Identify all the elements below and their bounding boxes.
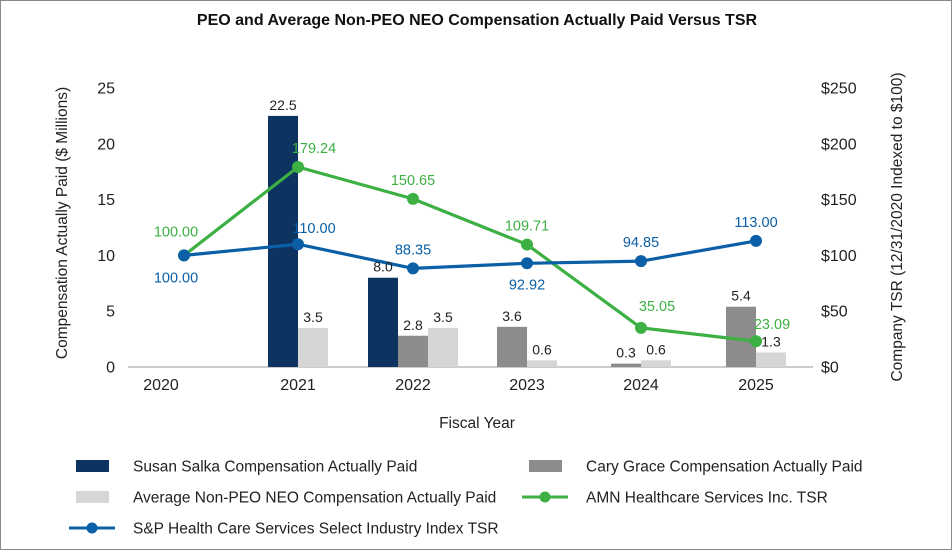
bar-data-label: 1.3 <box>761 333 781 349</box>
y-tick-label: 10 <box>97 248 115 265</box>
line-data-label: 100.00 <box>154 270 198 286</box>
legend-marker-amn-healthcare-services-inc-tsr <box>539 491 551 503</box>
bar-data-label: 3.6 <box>502 308 522 324</box>
bar-data-label: 8.0 <box>373 259 393 275</box>
bar-data-label: 2.8 <box>403 317 423 333</box>
y2-axis-label: Company TSR (12/31/2020 Indexed to $100) <box>889 72 906 381</box>
y-tick-label: 20 <box>97 136 115 153</box>
legend-label: Susan Salka Compensation Actually Paid <box>133 459 417 476</box>
point-amn-healthcare-services-inc-tsr <box>521 238 533 251</box>
bar-susan-salka-compensation-actually-paid <box>368 277 398 367</box>
legend-label: Average Non-PEO NEO Compensation Actuall… <box>133 490 496 507</box>
legend-swatch-average-non-peo-neo-compensation-actually-paid <box>76 491 109 503</box>
y2-tick-label: $100 <box>821 248 857 265</box>
bar-data-label: 3.5 <box>303 309 323 325</box>
point-s-p-health-care-services-select-industry-index-tsr <box>635 255 647 268</box>
line-data-label: 150.65 <box>391 173 435 189</box>
line-data-label: 88.35 <box>395 242 431 258</box>
y2-tick-label: $150 <box>821 192 857 209</box>
bar-cary-grace-compensation-actually-paid <box>398 335 428 367</box>
y2-tick-label: $200 <box>821 136 857 153</box>
chart-title: PEO and Average Non-PEO NEO Compensation… <box>197 12 758 29</box>
bar-cary-grace-compensation-actually-paid <box>611 363 641 367</box>
line-data-label: 92.92 <box>509 277 545 293</box>
y-tick-label: 25 <box>97 81 115 98</box>
line-data-label: 94.85 <box>623 235 659 251</box>
point-s-p-health-care-services-select-industry-index-tsr <box>750 234 762 247</box>
point-s-p-health-care-services-select-industry-index-tsr <box>407 262 419 275</box>
line-data-label: 179.24 <box>292 141 336 157</box>
x-tick-label: 2022 <box>395 377 431 394</box>
bar-data-label: 22.5 <box>269 97 296 113</box>
bar-average-non-peo-neo-compensation-actually-paid <box>527 360 557 367</box>
line-amn-healthcare-services-inc-tsr <box>183 165 757 343</box>
line-s-p-health-care-services-select-industry-index-tsr <box>183 239 757 271</box>
y2-tick-label: $50 <box>821 304 848 321</box>
legend-swatch-cary-grace-compensation-actually-paid <box>529 460 562 472</box>
y2-tick-label: $250 <box>821 81 857 98</box>
bar-data-label: 0.6 <box>532 341 552 357</box>
x-tick-label: 2023 <box>509 377 545 394</box>
bar-data-label: 0.3 <box>616 345 636 361</box>
line-data-label: 35.05 <box>639 299 675 315</box>
bar-average-non-peo-neo-compensation-actually-paid <box>428 327 458 367</box>
y-tick-label: 15 <box>97 192 115 209</box>
point-amn-healthcare-services-inc-tsr <box>407 192 419 205</box>
y-axis-label: Compensation Actually Paid ($ Millions) <box>54 87 71 359</box>
legend-label: AMN Healthcare Services Inc. TSR <box>586 490 828 507</box>
bar-average-non-peo-neo-compensation-actually-paid <box>756 352 786 367</box>
bar-data-label: 5.4 <box>731 288 751 304</box>
point-amn-healthcare-services-inc-tsr <box>750 335 762 348</box>
bar-data-label: 3.5 <box>433 309 453 325</box>
line-data-label: 110.00 <box>292 221 335 237</box>
y-tick-label: 0 <box>106 360 115 377</box>
x-tick-label: 2020 <box>143 377 179 394</box>
point-s-p-health-care-services-select-industry-index-tsr <box>178 249 190 262</box>
legend-marker-s-p-health-care-services-select-industry-index-tsr <box>86 522 98 534</box>
x-tick-label: 2021 <box>280 377 316 394</box>
bar-cary-grace-compensation-actually-paid <box>497 326 527 367</box>
line-data-label: 23.09 <box>754 317 790 333</box>
y2-tick-label: $0 <box>821 360 839 377</box>
legend-label: S&P Health Care Services Select Industry… <box>133 521 499 538</box>
line-data-label: 109.71 <box>505 219 549 235</box>
bar-data-label: 0.6 <box>646 341 666 357</box>
point-s-p-health-care-services-select-industry-index-tsr <box>521 257 533 270</box>
legend-swatch-susan-salka-compensation-actually-paid <box>76 460 109 472</box>
line-data-label: 100.00 <box>154 224 198 240</box>
x-tick-label: 2024 <box>623 377 659 394</box>
x-axis-label: Fiscal Year <box>439 415 515 432</box>
bar-average-non-peo-neo-compensation-actually-paid <box>298 327 328 367</box>
line-data-label: 113.00 <box>734 215 777 231</box>
legend-label: Cary Grace Compensation Actually Paid <box>586 459 863 476</box>
y-tick-label: 5 <box>106 304 115 321</box>
point-amn-healthcare-services-inc-tsr <box>635 321 647 334</box>
point-s-p-health-care-services-select-industry-index-tsr <box>292 238 304 251</box>
point-amn-healthcare-services-inc-tsr <box>292 160 304 173</box>
bar-average-non-peo-neo-compensation-actually-paid <box>641 360 671 367</box>
x-tick-label: 2025 <box>738 377 774 394</box>
